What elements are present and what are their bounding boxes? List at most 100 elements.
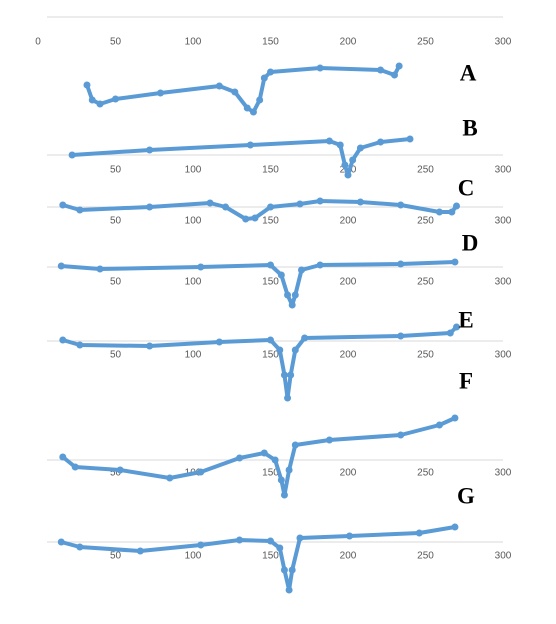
data-point: [76, 206, 84, 214]
data-point: [377, 138, 385, 146]
data-point: [206, 199, 214, 207]
data-point: [146, 146, 154, 154]
x-tick-label: 200: [340, 216, 357, 227]
x-tick-label: 300: [495, 277, 512, 288]
data-point: [277, 271, 285, 279]
data-point: [291, 291, 299, 299]
x-tick-label: 200: [340, 277, 357, 288]
series-line: [62, 325, 458, 400]
data-point: [288, 301, 296, 309]
x-tick-label: 150: [262, 165, 279, 176]
data-point: [344, 171, 352, 179]
data-point: [451, 523, 459, 531]
panel-label: E: [458, 307, 473, 332]
panel-label: A: [460, 60, 477, 85]
data-point: [260, 449, 268, 457]
data-point: [316, 261, 324, 269]
data-point: [243, 104, 251, 112]
data-point: [76, 543, 84, 551]
data-point: [397, 332, 405, 340]
data-point: [96, 265, 104, 273]
data-point: [301, 334, 309, 342]
data-point: [356, 198, 364, 206]
data-point: [296, 534, 304, 542]
x-tick-label: 50: [110, 216, 122, 227]
x-tick-label: 100: [185, 165, 202, 176]
data-point: [116, 466, 124, 474]
data-point: [285, 586, 293, 594]
panel-label: F: [459, 368, 473, 393]
data-point: [325, 436, 333, 444]
data-point: [316, 197, 324, 205]
x-tick-label: 200: [340, 350, 357, 361]
series-line: [61, 416, 456, 497]
data-point: [215, 82, 223, 90]
data-point: [267, 261, 274, 269]
data-point: [356, 144, 364, 152]
data-point: [260, 74, 268, 82]
data-point: [59, 336, 67, 344]
data-point: [336, 141, 344, 149]
data-point: [236, 536, 243, 544]
data-point: [59, 453, 67, 461]
data-point: [71, 463, 79, 471]
data-point: [453, 323, 460, 331]
x-tick-label: 300: [495, 350, 512, 361]
data-point: [57, 262, 65, 270]
data-point: [68, 151, 76, 159]
data-point: [349, 156, 357, 164]
x-tick-label: 50: [110, 165, 122, 176]
data-point: [242, 215, 250, 223]
data-point: [435, 421, 443, 429]
data-point: [215, 338, 223, 346]
x-tick-label: 200: [340, 551, 357, 562]
data-point: [285, 466, 293, 474]
data-point: [451, 258, 459, 266]
data-point: [298, 266, 305, 274]
data-point: [256, 96, 264, 104]
panel-label: C: [458, 175, 475, 200]
data-point: [446, 329, 454, 337]
x-tick-label: 100: [185, 551, 202, 562]
x-tick-label: 250: [417, 165, 434, 176]
data-point: [280, 566, 288, 574]
series-line: [60, 525, 456, 592]
x-tick-label: 300: [495, 165, 512, 176]
data-point: [284, 394, 292, 402]
x-tick-label: 150: [262, 216, 279, 227]
data-point: [246, 141, 254, 149]
x-tick-label: 150: [262, 277, 279, 288]
x-tick-label: 50: [110, 551, 122, 562]
data-point: [453, 202, 460, 210]
x-tick-label: 250: [417, 551, 434, 562]
series-line: [71, 137, 411, 177]
data-point: [276, 346, 284, 354]
data-point: [291, 441, 299, 449]
data-point: [197, 541, 205, 549]
data-point: [146, 203, 154, 211]
x-tick-label: 300: [495, 468, 512, 479]
data-point: [397, 260, 405, 268]
data-point: [341, 161, 349, 169]
data-point: [231, 88, 239, 96]
data-point: [391, 71, 398, 79]
panel-label: B: [462, 115, 477, 140]
data-point: [236, 454, 243, 462]
series-line: [85, 65, 401, 114]
data-point: [287, 371, 295, 379]
series-line: [62, 199, 459, 221]
data-point: [325, 137, 333, 145]
x-tick-label: 300: [495, 37, 512, 48]
data-point: [271, 456, 279, 464]
data-point: [280, 371, 288, 379]
data-point: [296, 200, 304, 208]
x-tick-label: 100: [185, 216, 202, 227]
data-point: [267, 537, 274, 545]
series-line: [61, 260, 456, 307]
x-tick-label: 50: [110, 37, 122, 48]
x-tick-label: 100: [185, 350, 202, 361]
data-point: [448, 208, 456, 216]
panel-label: D: [462, 230, 479, 255]
data-point: [280, 491, 288, 499]
